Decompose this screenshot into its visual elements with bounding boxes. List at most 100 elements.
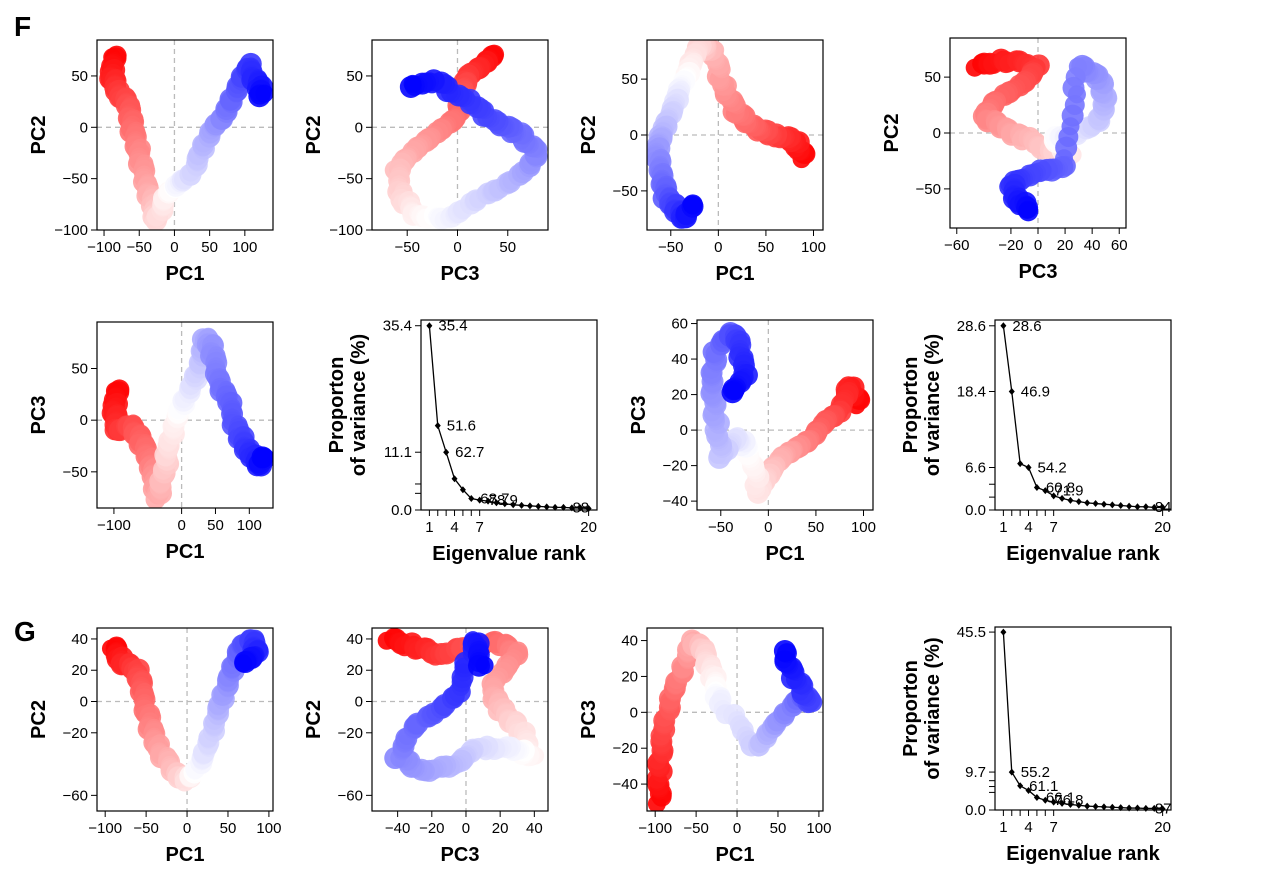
plot-frame [371, 627, 549, 812]
data-point [1075, 801, 1082, 809]
data-point [468, 495, 475, 503]
data-label: 51.6 [447, 418, 476, 435]
x-tick-label: 0 [453, 239, 461, 256]
x-axis-label: PC1 [716, 844, 755, 866]
chart-9: −100 −50 0 50 100 −60 −20 0 20 40 PC1 PC2 [28, 627, 281, 866]
plot-frame [96, 39, 274, 231]
data-point [1084, 802, 1091, 810]
y-axis-label-line2: of variance (%) [348, 334, 370, 476]
y-tick-label: 0 [630, 704, 638, 721]
plot-frame [96, 321, 274, 509]
y-tick-label: −50 [916, 181, 941, 198]
trajectory [99, 45, 273, 230]
x-tick-label: 100 [801, 239, 826, 256]
data-label: 66.1 [1046, 789, 1075, 806]
y-tick-label: −20 [663, 458, 688, 475]
y-tick-label: 0 [355, 119, 363, 136]
data-point [476, 496, 483, 504]
data-point [1067, 801, 1074, 809]
y-axis-label-line1: Proporton [900, 660, 922, 757]
trajectory-point [475, 656, 494, 675]
y-tick-label: −50 [613, 183, 638, 200]
y-tick-label: 50 [621, 71, 638, 88]
y-tick-label: 60 [671, 316, 688, 333]
chart-8: 28.6 46.9 54.2 60.871.9 84 1 4 7 20 0.0 6.6 18.4 28.… [900, 318, 1172, 565]
series-line [1002, 325, 1163, 509]
trajectory-point [255, 84, 273, 103]
data-label: 68.7 [480, 491, 509, 508]
plot-frame [994, 319, 1172, 511]
data-point [1151, 503, 1158, 511]
data-point [535, 502, 542, 510]
x-axis-label: PC1 [166, 263, 205, 285]
x-tick-label: −100 [638, 820, 672, 837]
x-tick-label: −100 [97, 517, 131, 534]
x-axis-label: PC1 [716, 263, 755, 285]
trajectory-point [251, 446, 273, 469]
chart-4: −60 −20 0 20 40 60 −50 0 50 PC3 PC2 [881, 37, 1128, 283]
trajectory [965, 48, 1118, 222]
chart-10: −40 −20 0 20 40 −60 −20 0 20 40 PC3 PC2 [303, 627, 549, 866]
trajectory-point [682, 194, 703, 215]
data-point [560, 503, 567, 511]
x-tick-label: 1 [999, 519, 1007, 536]
x-tick-label: 50 [201, 239, 218, 256]
trajectory [101, 327, 273, 508]
data-point [1109, 803, 1116, 811]
data-point [485, 497, 492, 505]
data-point [1059, 494, 1066, 502]
y-tick-label: 0 [355, 694, 363, 711]
x-axis-label: Eigenvalue rank [432, 543, 586, 565]
y-axis-label-line2: of variance (%) [922, 637, 944, 779]
plot-frame [96, 627, 274, 812]
x-tick-label: −100 [87, 239, 121, 256]
trajectory-point [1018, 201, 1039, 222]
chart-1: −100 −50 0 50 100 −100 −50 0 50 PC1 PC2 [28, 39, 274, 285]
trajectory [647, 629, 823, 811]
series-line [1002, 632, 1163, 810]
y-tick-label: −20 [338, 725, 363, 742]
chart-11: −100 −50 0 50 100 −40 −20 0 20 40 PC1 PC3 [578, 627, 831, 866]
y-tick-label: −100 [54, 222, 88, 239]
x-tick-label: −50 [127, 239, 152, 256]
data-point [434, 422, 441, 430]
y-tick-label: 50 [924, 69, 941, 86]
data-point [1109, 501, 1116, 509]
x-axis-label: PC1 [766, 543, 805, 565]
x-tick-label: 40 [1084, 237, 1101, 254]
chart-2: −50 0 50 −100 −50 0 50 PC3 PC2 [303, 39, 549, 285]
y-axis-label-line2: of variance (%) [922, 334, 944, 476]
data-point [1092, 500, 1099, 508]
y-tick-label: 20 [346, 662, 363, 679]
x-tick-label: 0 [462, 820, 470, 837]
data-label: 46.9 [1021, 383, 1050, 400]
data-point [1159, 503, 1166, 511]
data-point [1000, 322, 1007, 330]
y-tick-label: 0.0 [391, 502, 412, 519]
data-point [1084, 499, 1091, 507]
x-tick-label: −60 [944, 237, 969, 254]
y-tick-label: 50 [346, 68, 363, 85]
y-axis-label: PC2 [303, 116, 325, 155]
data-point [1042, 487, 1049, 495]
y-axis-label: PC3 [628, 396, 650, 435]
data-point [518, 501, 525, 509]
y-tick-label: 0 [80, 694, 88, 711]
x-tick-label: 4 [450, 519, 458, 536]
plot-frame [646, 627, 824, 812]
x-axis-label: Eigenvalue rank [1006, 843, 1160, 865]
x-tick-label: 0 [183, 820, 191, 837]
data-label: 55.2 [1021, 764, 1050, 781]
x-tick-label: 20 [1057, 237, 1074, 254]
chart-6: 35.4 51.6 62.7 68.778.9 88 1 4 7 20 0.0 11.1 35.4 Ei… [326, 318, 598, 565]
trajectory-point [721, 381, 744, 404]
data-label: 88 [572, 499, 589, 516]
y-tick-label: 40 [71, 631, 88, 648]
x-tick-label: −50 [394, 239, 419, 256]
data-point [1050, 492, 1057, 500]
data-point [1067, 496, 1074, 504]
data-point [493, 499, 500, 507]
data-point [1025, 786, 1032, 794]
